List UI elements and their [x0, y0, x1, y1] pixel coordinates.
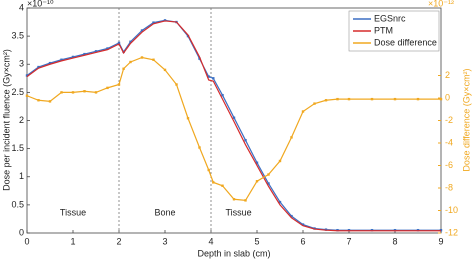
point-marker [117, 41, 121, 45]
point-marker [198, 146, 201, 149]
x-tick-label: 0 [24, 236, 29, 246]
point-marker [122, 67, 125, 70]
x-tick-label: 5 [254, 236, 259, 246]
point-marker [163, 68, 167, 72]
point-marker [60, 91, 63, 94]
point-marker [439, 97, 443, 101]
point-marker [267, 173, 270, 176]
point-marker [175, 83, 178, 86]
point-marker [393, 97, 397, 101]
series-line [26, 20, 441, 232]
x-tick-label: 6 [300, 236, 305, 246]
point-marker [152, 21, 155, 24]
y-axis-label: Dose per incident fluence (Gy×cm²) [1, 49, 11, 191]
legend-label: PTM [374, 25, 393, 35]
y-tick-label: 4 [19, 2, 24, 12]
point-marker [212, 77, 215, 80]
point-marker [301, 110, 305, 113]
x-axis-label: Depth in slab (cm) [197, 248, 270, 258]
y2-tick-label: -12 [445, 227, 458, 237]
point-marker [255, 161, 259, 164]
point-marker [71, 55, 75, 59]
point-marker [140, 29, 144, 32]
y-tick-label: 1.5 [11, 143, 24, 153]
point-marker [244, 199, 247, 202]
y-tick-label: 3.5 [11, 31, 24, 41]
point-marker [106, 86, 109, 90]
point-marker [37, 65, 40, 69]
point-marker [313, 102, 316, 105]
point-marker [198, 57, 201, 60]
point-marker [244, 138, 247, 142]
y2-tick-label: 2 [445, 70, 450, 80]
region-label: Tissue [226, 207, 252, 217]
point-marker [221, 93, 224, 97]
point-marker [212, 181, 215, 184]
point-marker [152, 58, 155, 61]
y2-tick-label: -6 [445, 160, 453, 170]
x-tick-label: 1 [70, 236, 75, 246]
x-tick-label: 3 [162, 236, 167, 246]
x-tick-label: 8 [392, 236, 397, 246]
point-marker [60, 58, 63, 61]
x-tick-label: 4 [208, 236, 213, 246]
point-marker [301, 223, 305, 226]
y-tick-label: 0.5 [11, 199, 24, 209]
y2-tick-label: 0 [445, 92, 450, 102]
legend-label: EGSnrc [374, 13, 406, 23]
y-multiplier: ×10⁻¹⁰ [27, 0, 54, 8]
y-tick-label: 0 [19, 227, 24, 237]
x-tick-label: 7 [346, 236, 351, 246]
y2-tick-label: -10 [445, 205, 458, 215]
point-marker [48, 61, 52, 65]
y2-tick-label: -4 [445, 137, 453, 147]
point-marker [324, 99, 328, 102]
point-marker [278, 200, 282, 204]
point-marker [129, 40, 132, 43]
point-marker [290, 136, 293, 139]
y2-axis-label: Dose difference (Gy×cm²) [461, 68, 471, 171]
point-marker [48, 100, 52, 103]
point-marker [207, 75, 210, 78]
y2-tick-label: -8 [445, 182, 453, 192]
point-marker [37, 99, 40, 102]
legend-label: Dose difference [374, 37, 437, 47]
point-marker [278, 159, 282, 163]
y-tick-label: 1 [19, 171, 24, 181]
y2-multiplier: ×10⁻¹² [428, 0, 454, 8]
point-marker [25, 74, 29, 77]
point-marker [232, 198, 236, 201]
region-label: Bone [154, 207, 175, 217]
point-marker [290, 214, 293, 218]
point-marker [347, 97, 351, 101]
point-marker [255, 180, 259, 183]
y-tick-label: 2 [19, 115, 24, 125]
point-marker [336, 97, 339, 101]
point-marker [267, 182, 270, 185]
point-marker [221, 184, 224, 187]
point-marker [207, 168, 210, 172]
point-marker [25, 94, 29, 97]
point-marker [117, 83, 121, 86]
point-marker [83, 52, 86, 56]
point-marker [106, 47, 109, 50]
series-line [26, 56, 441, 202]
point-marker [232, 116, 236, 119]
point-marker [370, 97, 374, 101]
point-marker [94, 91, 98, 94]
point-marker [140, 56, 144, 59]
y-tick-label: 3 [19, 59, 24, 69]
point-marker [94, 50, 98, 53]
point-marker [416, 97, 420, 101]
point-marker [129, 60, 132, 64]
x-tick-label: 2 [116, 236, 121, 246]
x-tick-label: 9 [438, 236, 443, 246]
point-marker [186, 117, 190, 120]
point-marker [83, 90, 86, 93]
y-tick-label: 2.5 [11, 87, 24, 97]
y2-tick-label: -2 [445, 115, 453, 125]
region-label: Tissue [60, 207, 86, 217]
point-marker [71, 91, 75, 94]
